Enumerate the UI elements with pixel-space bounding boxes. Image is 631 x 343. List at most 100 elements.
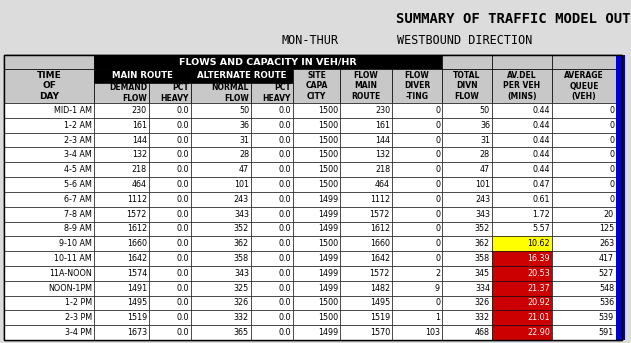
Text: 0.0: 0.0 — [177, 106, 189, 115]
Text: 9: 9 — [435, 284, 440, 293]
Text: 0.44: 0.44 — [533, 135, 550, 144]
Text: 1673: 1673 — [127, 328, 147, 337]
Bar — [149, 162, 191, 177]
Text: 0.0: 0.0 — [278, 284, 291, 293]
Bar — [191, 236, 251, 251]
Text: 10-11 AM: 10-11 AM — [54, 254, 92, 263]
Bar — [191, 251, 251, 266]
Bar — [149, 83, 191, 103]
Bar — [191, 83, 251, 103]
Text: 1612: 1612 — [370, 224, 390, 233]
Bar — [293, 251, 340, 266]
Bar — [4, 325, 94, 340]
Bar — [340, 325, 392, 340]
Bar — [4, 251, 94, 266]
Text: 31: 31 — [239, 135, 249, 144]
Bar — [0, 0, 631, 55]
Text: 345: 345 — [475, 269, 490, 278]
Bar — [251, 192, 293, 207]
Text: 1: 1 — [435, 313, 440, 322]
Text: MAIN ROUTE: MAIN ROUTE — [112, 71, 173, 81]
Bar — [293, 310, 340, 325]
Bar — [149, 266, 191, 281]
Bar — [442, 177, 492, 192]
Text: 22.90: 22.90 — [527, 328, 550, 337]
Text: 0.0: 0.0 — [177, 180, 189, 189]
Bar — [492, 118, 552, 133]
Text: 0: 0 — [435, 210, 440, 218]
Text: 0: 0 — [435, 224, 440, 233]
Text: PCT
HEAVY: PCT HEAVY — [262, 83, 291, 103]
Bar — [4, 55, 94, 69]
Bar — [340, 281, 392, 296]
Text: 0.0: 0.0 — [177, 135, 189, 144]
Text: 0.0: 0.0 — [278, 195, 291, 204]
Text: 5-6 AM: 5-6 AM — [64, 180, 92, 189]
Bar — [293, 133, 340, 147]
Bar — [340, 207, 392, 222]
Text: 548: 548 — [599, 284, 614, 293]
Text: 16.39: 16.39 — [528, 254, 550, 263]
Bar — [340, 162, 392, 177]
Text: 0.61: 0.61 — [533, 195, 550, 204]
Text: 1500: 1500 — [318, 106, 338, 115]
Text: AV.DEL
PER VEH
(MINS): AV.DEL PER VEH (MINS) — [504, 71, 541, 101]
Bar — [149, 296, 191, 310]
Bar — [392, 236, 442, 251]
Text: 536: 536 — [599, 298, 614, 307]
Text: 1500: 1500 — [318, 313, 338, 322]
Bar — [4, 266, 94, 281]
Bar — [251, 281, 293, 296]
Bar — [94, 236, 149, 251]
Text: 332: 332 — [234, 313, 249, 322]
Bar — [392, 296, 442, 310]
Text: 1499: 1499 — [318, 269, 338, 278]
Text: DEMAND
FLOW: DEMAND FLOW — [109, 83, 147, 103]
Bar — [94, 207, 149, 222]
Bar — [94, 251, 149, 266]
Bar — [191, 310, 251, 325]
Bar — [293, 69, 340, 103]
Bar — [4, 177, 94, 192]
Text: 230: 230 — [375, 106, 390, 115]
Bar — [492, 310, 552, 325]
Bar — [4, 103, 94, 118]
Text: 0.0: 0.0 — [177, 224, 189, 233]
Bar — [293, 222, 340, 236]
Text: 0.0: 0.0 — [278, 269, 291, 278]
Text: SUMMARY OF TRAFFIC MODEL OUT: SUMMARY OF TRAFFIC MODEL OUT — [396, 12, 631, 26]
Text: 132: 132 — [132, 150, 147, 159]
Text: 263: 263 — [599, 239, 614, 248]
Bar — [552, 222, 616, 236]
Text: 10.62: 10.62 — [528, 239, 550, 248]
Text: 7-8 AM: 7-8 AM — [64, 210, 92, 218]
Bar — [251, 162, 293, 177]
Text: 0: 0 — [435, 121, 440, 130]
Bar — [552, 147, 616, 162]
Text: 362: 362 — [234, 239, 249, 248]
Text: 464: 464 — [375, 180, 390, 189]
Bar — [340, 118, 392, 133]
Text: 0: 0 — [609, 150, 614, 159]
Text: 1491: 1491 — [127, 284, 147, 293]
Bar — [442, 69, 492, 103]
Text: 6-7 AM: 6-7 AM — [64, 195, 92, 204]
Bar — [4, 281, 94, 296]
Bar — [340, 266, 392, 281]
Text: 0.0: 0.0 — [177, 239, 189, 248]
Bar — [340, 310, 392, 325]
Text: 1574: 1574 — [127, 269, 147, 278]
Bar — [149, 147, 191, 162]
Text: 1500: 1500 — [318, 135, 338, 144]
Text: 50: 50 — [480, 106, 490, 115]
Bar — [340, 236, 392, 251]
Bar — [149, 133, 191, 147]
Text: 0.0: 0.0 — [278, 224, 291, 233]
Text: 325: 325 — [233, 284, 249, 293]
Text: 1500: 1500 — [318, 239, 338, 248]
Bar — [251, 118, 293, 133]
Bar — [191, 222, 251, 236]
Text: 332: 332 — [475, 313, 490, 322]
Text: NOON-1PM: NOON-1PM — [48, 284, 92, 293]
Text: 0.44: 0.44 — [533, 106, 550, 115]
